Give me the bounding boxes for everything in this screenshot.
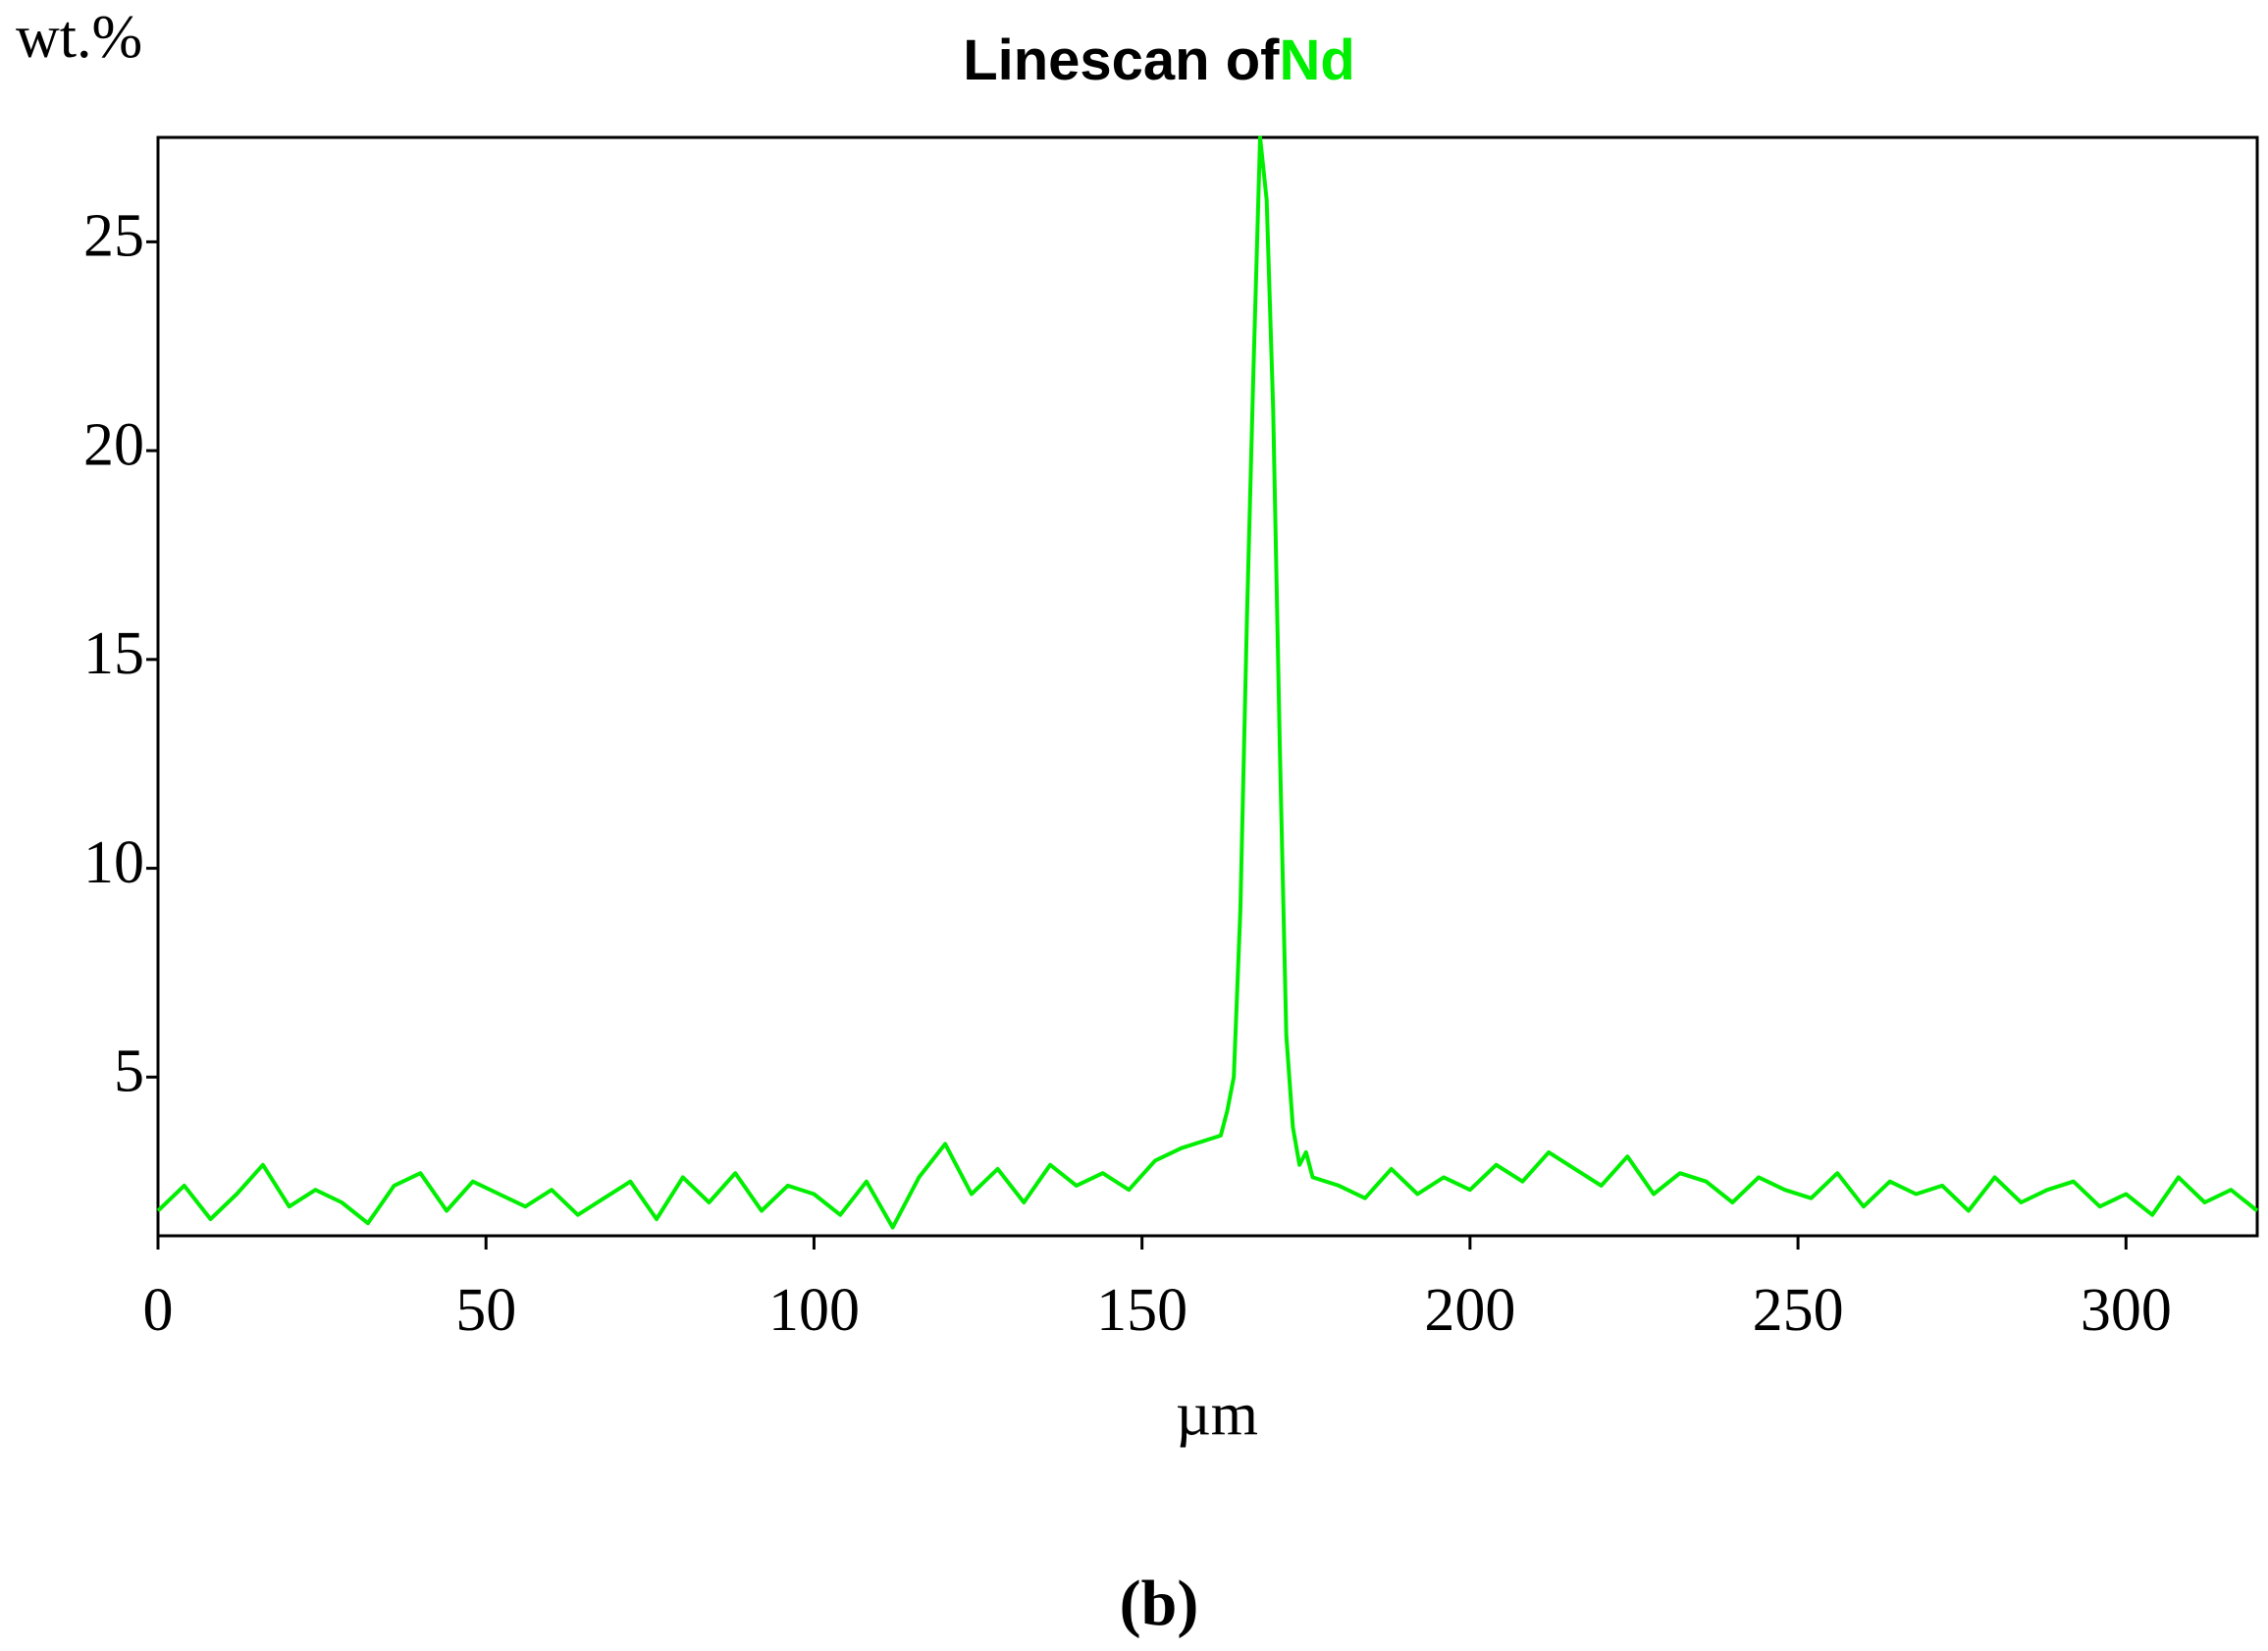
x-tick-label: 150 bbox=[1096, 1277, 1187, 1344]
chart-title: Linescan ofNd bbox=[963, 28, 1355, 92]
title-element: Nd bbox=[1279, 28, 1354, 92]
y-tick-label: 25 bbox=[83, 203, 144, 270]
caption: (b) bbox=[1120, 1568, 1199, 1639]
y-axis-label: wt.% bbox=[16, 4, 142, 71]
x-tick-label: 0 bbox=[143, 1277, 174, 1344]
y-tick-label: 20 bbox=[83, 411, 144, 478]
y-tick-label: 15 bbox=[83, 620, 144, 687]
x-tick-label: 250 bbox=[1753, 1277, 1844, 1344]
title-text: Linescan of bbox=[963, 28, 1280, 92]
x-tick-label: 50 bbox=[455, 1277, 516, 1344]
x-tick-label: 100 bbox=[768, 1277, 860, 1344]
data-line bbox=[156, 135, 2259, 1230]
x-tick-label: 300 bbox=[2081, 1277, 2172, 1344]
y-tick-label: 10 bbox=[83, 829, 144, 896]
x-axis-label: µm bbox=[1176, 1381, 1258, 1448]
x-tick-label: 200 bbox=[1424, 1277, 1515, 1344]
y-tick-label: 5 bbox=[114, 1039, 144, 1105]
plot-frame bbox=[156, 135, 2259, 1238]
